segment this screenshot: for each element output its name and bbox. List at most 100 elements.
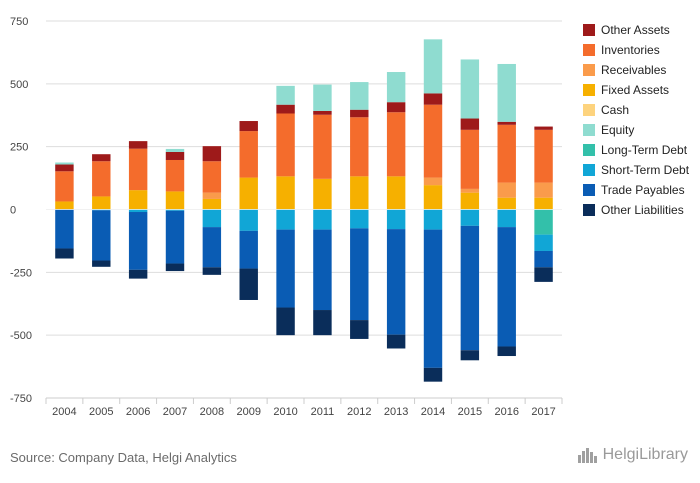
bar-segment-other-liabilities [534, 267, 553, 282]
legend-swatch [583, 164, 595, 176]
x-axis: 2004 2005 2006 2007 2008 2009 2010 2011 2012 2013… [45, 397, 563, 418]
legend-swatch [583, 64, 595, 76]
bar-segment-fixed-assets [239, 177, 258, 209]
bar-segment-other-assets [497, 121, 516, 125]
legend-swatch [583, 44, 595, 56]
bar-segment-fixed-assets [313, 178, 332, 209]
bar-segment-other-liabilities [276, 307, 295, 336]
bar-segment-trade-payables [165, 210, 185, 264]
bar-segment-short-term-debt [128, 209, 148, 213]
bar-segment-trade-payables [534, 250, 553, 268]
bar-segment-fixed-assets [423, 185, 443, 209]
bar-segment-other-assets [239, 121, 258, 132]
brand-logo-group: HelgiLibrary [577, 446, 688, 464]
brand-text: HelgiLibrary [602, 446, 688, 463]
bar-segment-equity [55, 162, 74, 165]
bar-segment-other-liabilities [128, 269, 148, 279]
bar-segment-short-term-debt [497, 209, 516, 228]
bar-segment-receivables [497, 182, 516, 198]
bar-segment-other-liabilities [313, 310, 332, 336]
legend-swatch [583, 24, 595, 36]
bars-layer [46, 39, 562, 382]
x-tick-label: 2010 [273, 406, 297, 418]
bar-segment-other-assets [55, 164, 74, 172]
bar-segment-trade-payables [276, 229, 295, 308]
bar-segment-short-term-debt [313, 209, 332, 230]
bar-segment-other-assets [460, 118, 480, 130]
bar-segment-fixed-assets [128, 190, 148, 209]
bar-segment-inventories [460, 129, 480, 189]
bar-segment-other-assets [202, 146, 222, 162]
x-tick-label: 2009 [236, 406, 260, 418]
bar-segment-other-assets [386, 102, 406, 113]
bar-segment-inventories [202, 161, 222, 193]
bar-segment-inventories [239, 131, 258, 178]
bar-segment-other-assets [92, 154, 111, 162]
bar-segment-inventories [534, 129, 553, 183]
bar-segment-equity [165, 148, 185, 152]
bar-segment-other-liabilities [423, 367, 443, 382]
bar-segment-equity [276, 85, 295, 105]
x-tick-label: 2017 [531, 406, 555, 418]
y-tick-label: -500 [10, 330, 32, 342]
bar-segment-short-term-debt [239, 209, 258, 231]
bar-segment-inventories [386, 112, 406, 177]
legend-swatch [583, 144, 595, 156]
bar-segment-short-term-debt [202, 209, 222, 228]
bar-segment-trade-payables [313, 229, 332, 311]
bar-segment-trade-payables [423, 229, 443, 368]
x-tick-label: 2016 [494, 406, 518, 418]
bar-segment-receivables [202, 192, 222, 199]
bar-segment-short-term-debt [350, 209, 369, 229]
legend-label: Receivables [601, 63, 666, 77]
legend-swatch [583, 204, 595, 216]
y-tick-label: -250 [10, 267, 32, 279]
x-tick-label: 2006 [126, 406, 150, 418]
y-axis: -750 -500 -250 0 250 500 750 [10, 16, 32, 405]
bar-segment-fixed-assets [202, 198, 222, 209]
x-tick-label: 2012 [347, 406, 371, 418]
bar-segment-equity [460, 59, 480, 119]
bar-segment-fixed-assets [497, 197, 516, 209]
bar-segment-equity [313, 84, 332, 111]
bar-segment-other-assets [313, 110, 332, 115]
legend-label: Fixed Assets [601, 83, 669, 97]
bar-segment-trade-payables [239, 230, 258, 269]
bar-segment-other-liabilities [165, 263, 185, 272]
helgi-library-logo-icon [577, 448, 597, 463]
legend-label: Equity [601, 123, 634, 137]
x-tick-label: 2014 [421, 406, 445, 418]
bar-segment-long-term-debt [534, 209, 553, 235]
x-tick-label: 2004 [52, 406, 76, 418]
bar-segment-fixed-assets [534, 197, 553, 209]
legend-swatch [583, 184, 595, 196]
legend-label: Inventories [601, 43, 660, 57]
x-tick-label: 2007 [163, 406, 187, 418]
bar-segment-other-assets [165, 151, 185, 160]
x-tick-label: 2015 [458, 406, 482, 418]
bar-segment-inventories [423, 104, 443, 178]
y-tick-label: 0 [10, 205, 16, 217]
bar-segment-trade-payables [55, 209, 74, 249]
bar-segment-trade-payables [202, 227, 222, 268]
legend-swatch [583, 124, 595, 136]
bar-segment-other-assets [350, 109, 369, 118]
bar-segment-other-liabilities [497, 346, 516, 357]
bar-segment-equity [497, 63, 516, 122]
bar-segment-trade-payables [460, 225, 480, 351]
bar-segment-fixed-assets [276, 176, 295, 209]
bar-segment-equity [350, 82, 369, 110]
bar-segment-fixed-assets [55, 201, 74, 209]
y-tick-label: 250 [10, 142, 28, 154]
bar-segment-other-liabilities [202, 267, 222, 275]
bar-segment-other-liabilities [386, 334, 406, 349]
bar-segment-fixed-assets [350, 176, 369, 209]
y-tick-label: -750 [10, 393, 32, 405]
bar-segment-equity [423, 39, 443, 94]
bar-segment-other-liabilities [55, 248, 74, 259]
legend-label: Long-Term Debt [601, 143, 688, 157]
legend-label: Cash [601, 103, 629, 117]
bar-segment-other-liabilities [460, 350, 480, 361]
